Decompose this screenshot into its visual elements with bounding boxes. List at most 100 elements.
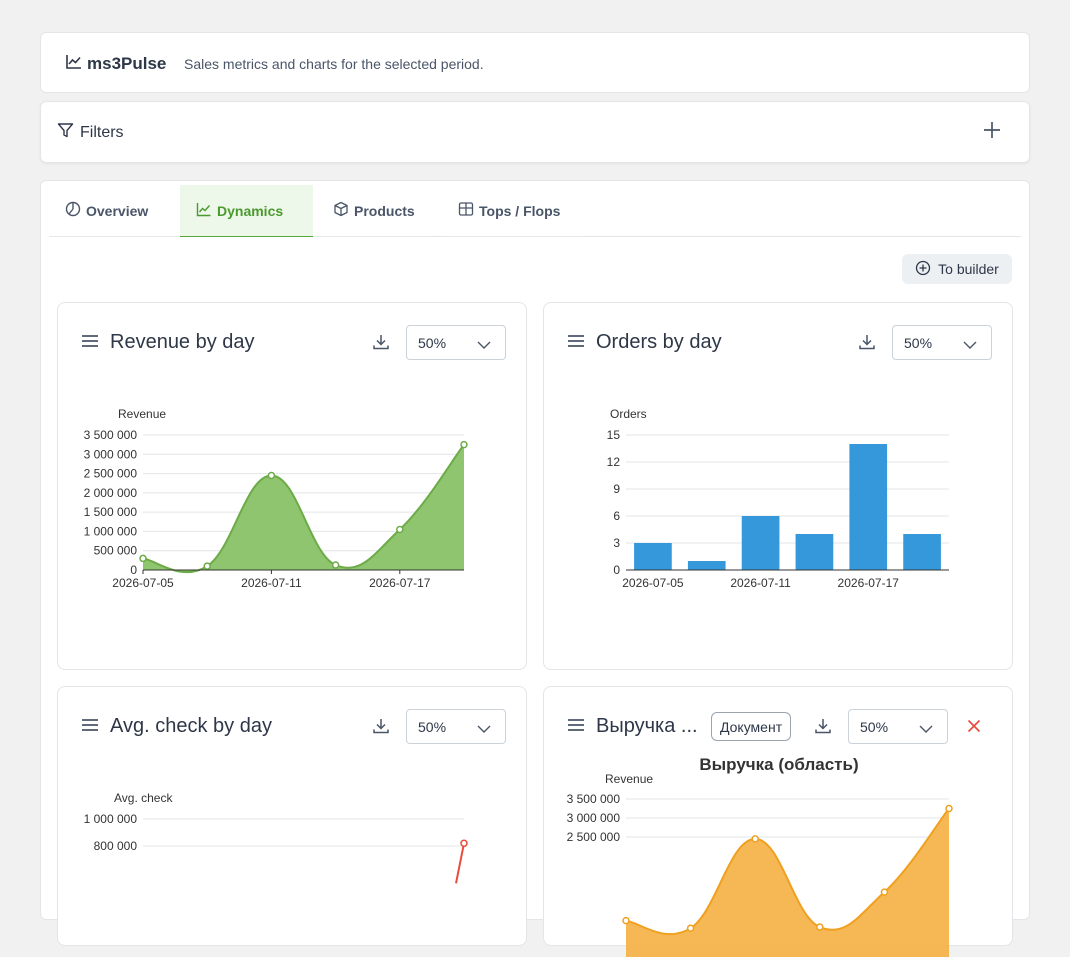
data-point (204, 563, 210, 569)
series-line (456, 843, 464, 883)
chart-line-icon (196, 201, 212, 220)
y-tick-label: 6 (613, 509, 620, 523)
download-icon[interactable] (371, 332, 391, 352)
area-fill (143, 445, 464, 573)
close-icon (964, 716, 984, 736)
y-tick-label: 12 (607, 455, 621, 469)
tab-bar: Overview Dynamics Products Tops / Flops (49, 185, 1021, 237)
data-point (752, 836, 758, 842)
tab-products[interactable]: Products (317, 185, 435, 237)
y-tick-label: 1 000 000 (84, 812, 138, 826)
bar (688, 561, 726, 570)
bar (634, 543, 672, 570)
to-builder-button[interactable]: To builder (902, 254, 1012, 284)
width-select-value: 50% (860, 719, 888, 735)
tab-label: Dynamics (217, 203, 283, 219)
tab-tops-flops[interactable]: Tops / Flops (442, 185, 587, 237)
download-icon[interactable] (813, 716, 833, 736)
chart-card-avg-check: Avg. check by day 50% Avg. check 1 000 00… (57, 686, 527, 946)
width-select[interactable]: 50% (406, 709, 506, 744)
chevron-down-icon (477, 337, 491, 353)
card-title: Avg. check by day (110, 715, 272, 738)
tab-dynamics[interactable]: Dynamics (180, 185, 313, 237)
to-builder-label: To builder (938, 261, 999, 277)
y-tick-label: 0 (130, 563, 137, 577)
x-tick-label: 2026-07-11 (730, 576, 791, 590)
download-icon[interactable] (371, 716, 391, 736)
drag-handle-icon[interactable] (81, 717, 99, 733)
filters-label: Filters (80, 124, 124, 142)
y-tick-label: 3 (613, 536, 620, 550)
document-badge[interactable]: Документ (711, 712, 791, 741)
bar (742, 516, 780, 570)
chevron-down-icon (963, 337, 977, 353)
y-tick-label: 1 000 000 (84, 524, 138, 538)
plus-circle-icon (915, 260, 931, 279)
width-select[interactable]: 50% (892, 325, 992, 360)
width-select-value: 50% (418, 335, 446, 351)
chart-line-icon (65, 52, 83, 75)
chevron-down-icon (477, 721, 491, 737)
chart-card-custom-revenue: Выручка ... Документ 50% Выручка (област… (543, 686, 1013, 946)
y-tick-label: 3 000 000 (567, 811, 621, 825)
y-axis-title: Avg. check (114, 791, 173, 805)
page-subtitle: Sales metrics and charts for the selecte… (184, 56, 484, 72)
drag-handle-icon[interactable] (81, 333, 99, 349)
data-point (397, 527, 403, 533)
drag-handle-icon[interactable] (567, 717, 585, 733)
data-point (946, 806, 952, 812)
y-tick-label: 2 500 000 (567, 830, 621, 844)
data-point (623, 918, 629, 924)
y-tick-label: 2 500 000 (84, 467, 138, 481)
x-tick-label: 2026-07-05 (622, 576, 684, 590)
x-tick-label: 2026-07-17 (369, 576, 431, 590)
width-select[interactable]: 50% (848, 709, 948, 744)
y-tick-label: 0 (613, 563, 620, 577)
data-point (817, 924, 823, 930)
drag-handle-icon[interactable] (567, 333, 585, 349)
x-tick-label: 2026-07-11 (241, 576, 302, 590)
tab-label: Tops / Flops (479, 203, 560, 219)
y-tick-label: 1 500 000 (84, 505, 138, 519)
chevron-down-icon (919, 721, 933, 737)
tab-overview[interactable]: Overview (49, 185, 177, 237)
bar (796, 534, 834, 570)
y-axis-title: Revenue (605, 772, 653, 786)
width-select-value: 50% (904, 335, 932, 351)
box-icon (333, 201, 349, 220)
tab-label: Products (354, 203, 415, 219)
y-tick-label: 500 000 (94, 544, 138, 558)
y-tick-label: 15 (607, 428, 621, 442)
header-card: ms3Pulse Sales metrics and charts for th… (40, 32, 1030, 93)
width-select[interactable]: 50% (406, 325, 506, 360)
y-tick-label: 9 (613, 482, 620, 496)
bar (849, 444, 887, 570)
filters-panel[interactable]: Filters (40, 101, 1030, 163)
data-point (688, 925, 694, 931)
y-tick-label: 2 000 000 (84, 486, 138, 500)
y-tick-label: 3 500 000 (567, 792, 621, 806)
chart-title: Выручка (область) (699, 757, 858, 774)
filter-icon (57, 122, 74, 144)
y-axis-title: Revenue (118, 407, 166, 421)
data-point (268, 473, 274, 479)
app-name: ms3Pulse (87, 54, 166, 74)
data-point (881, 889, 887, 895)
pie-icon (65, 201, 81, 220)
y-axis-title: Orders (610, 407, 647, 421)
x-tick-label: 2026-07-17 (838, 576, 900, 590)
download-icon[interactable] (857, 332, 877, 352)
width-select-value: 50% (418, 719, 446, 735)
filters-toggle[interactable]: Filters (57, 122, 124, 144)
expand-filters-button[interactable] (979, 119, 1005, 145)
card-title: Выручка ... (596, 715, 698, 738)
remove-card-button[interactable] (964, 716, 984, 736)
data-point (461, 442, 467, 448)
bar (903, 534, 941, 570)
y-tick-label: 3 000 000 (84, 447, 138, 461)
